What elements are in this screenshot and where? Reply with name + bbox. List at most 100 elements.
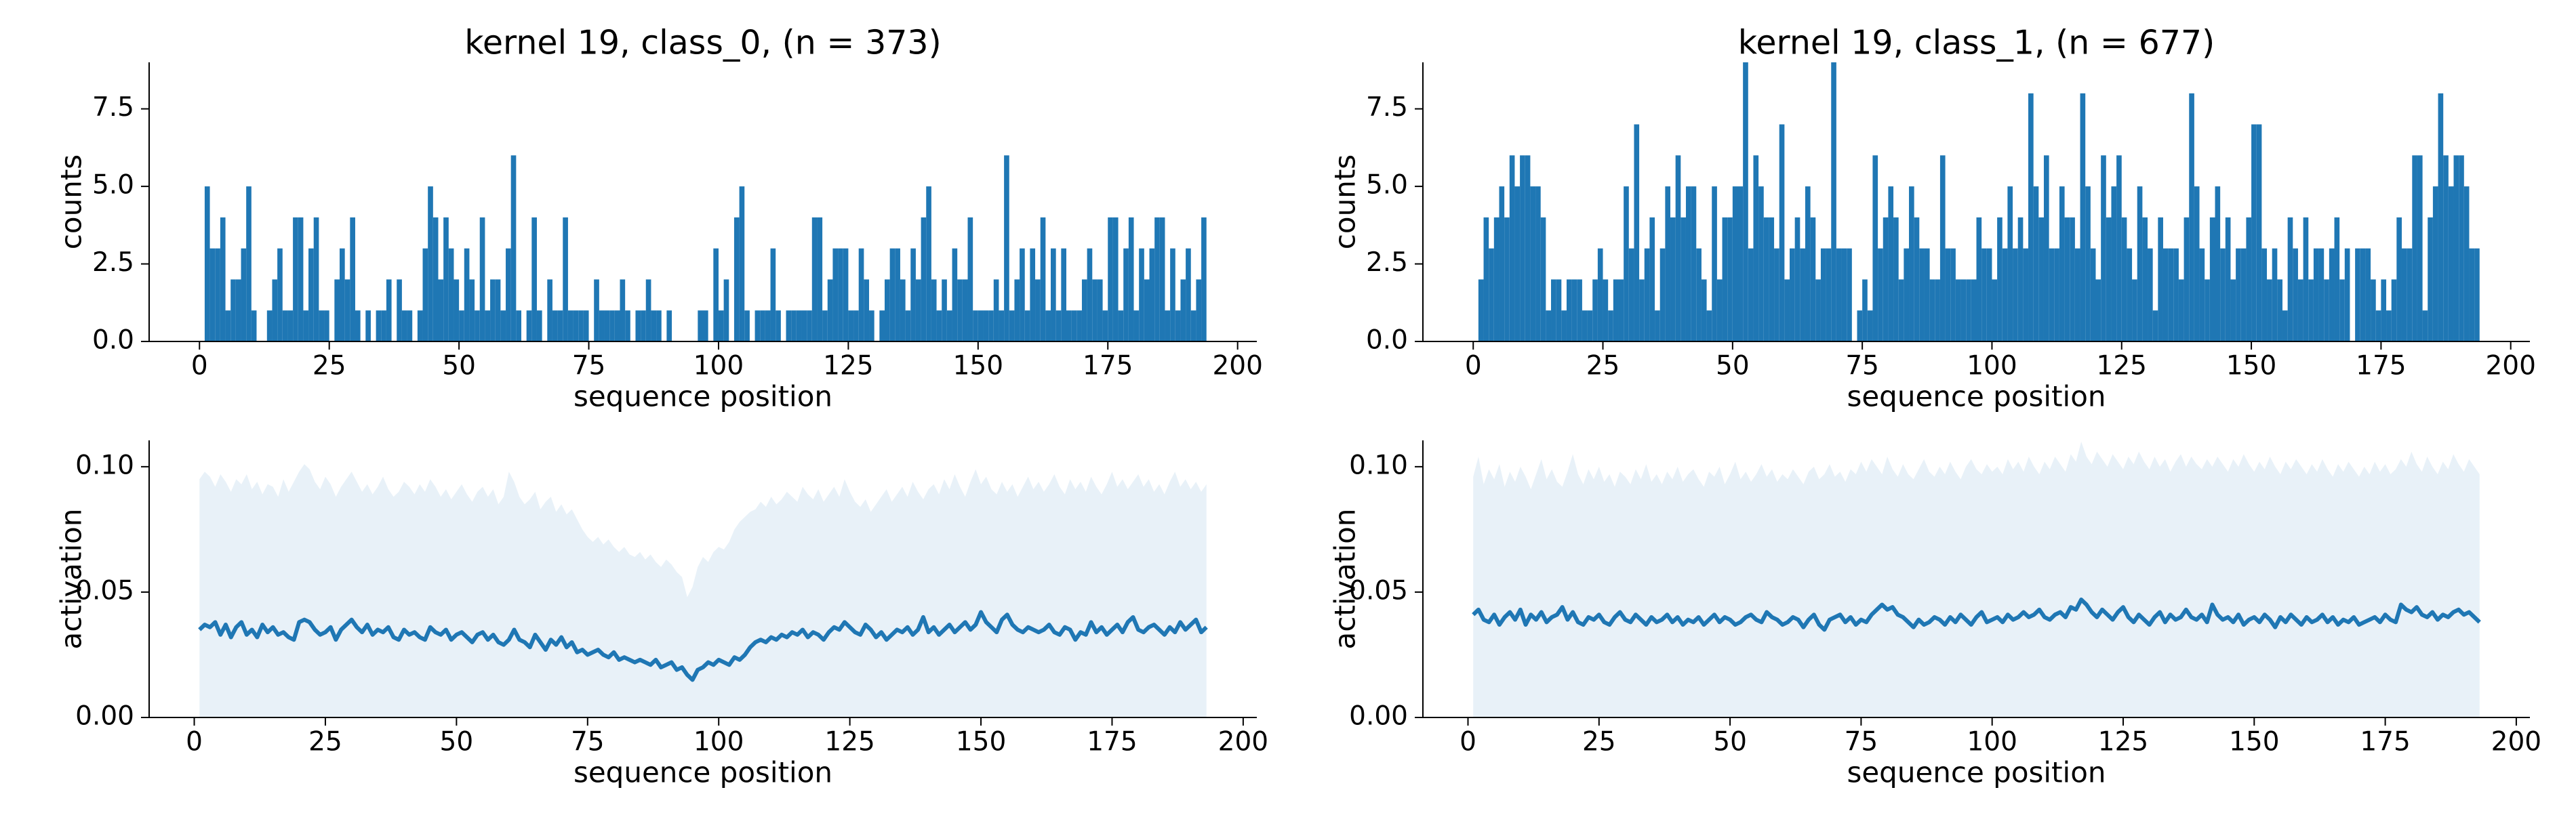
x-axis-label: sequence position xyxy=(573,380,832,413)
histogram-bar xyxy=(1535,186,1541,341)
histogram-bar xyxy=(889,248,895,341)
histogram-bar xyxy=(765,310,771,341)
histogram-bar xyxy=(1055,310,1062,341)
histogram-bar xyxy=(1102,310,1108,341)
histogram-bar xyxy=(1175,310,1181,341)
histogram-bar xyxy=(1133,310,1140,341)
x-tick-label: 150 xyxy=(2229,727,2279,757)
y-tick-label: 5.0 xyxy=(92,170,134,201)
x-tick-label: 50 xyxy=(1713,727,1747,757)
x-tick-label: 0 xyxy=(186,727,203,757)
histogram-bar xyxy=(1883,217,1889,341)
histogram-bar xyxy=(573,310,579,341)
histogram-bar xyxy=(1701,279,1707,341)
histogram-bar xyxy=(2106,217,2112,341)
histogram-bar xyxy=(1571,279,1577,341)
histogram-bar xyxy=(220,217,226,341)
histogram-bar xyxy=(1872,155,1878,342)
histogram-bar xyxy=(479,217,485,341)
histogram-bar xyxy=(1716,279,1723,341)
histogram-bar xyxy=(215,248,220,341)
histogram-bar xyxy=(1624,186,1629,341)
histogram-bar xyxy=(807,310,812,341)
histogram-bar xyxy=(1862,279,1868,341)
histogram-bar xyxy=(1556,279,1562,341)
histogram-bar xyxy=(1665,186,1671,341)
histogram-bar xyxy=(2002,248,2008,341)
histogram-bar xyxy=(454,279,460,341)
histogram-bar xyxy=(1784,279,1790,341)
histogram-bar xyxy=(241,248,247,341)
histogram-bar xyxy=(952,248,958,341)
histogram-bar xyxy=(2064,217,2070,341)
activation-line xyxy=(198,610,1208,682)
histogram-bar xyxy=(1758,186,1764,341)
histogram-bar xyxy=(796,310,802,341)
histogram-bar xyxy=(967,217,973,341)
histogram-bar xyxy=(1561,310,1567,341)
histogram-bar xyxy=(417,310,423,341)
histogram-bar xyxy=(1815,279,1821,341)
histogram-bar xyxy=(1929,279,1935,341)
histogram-bar xyxy=(1499,186,1505,341)
x-tick-label: 0 xyxy=(1465,351,1482,381)
histogram-bar xyxy=(905,310,911,341)
histogram-bar xyxy=(1123,248,1129,341)
histogram-bar xyxy=(516,310,522,341)
histogram-bar xyxy=(1159,217,1165,341)
histogram-bar xyxy=(1180,279,1186,341)
y-tick-label: 5.0 xyxy=(1366,170,1408,201)
histogram-bar xyxy=(811,217,818,341)
histogram-bar xyxy=(1649,217,1655,341)
x-tick-label: 50 xyxy=(1716,351,1750,381)
x-tick-label: 100 xyxy=(1967,727,2017,757)
histogram-bar xyxy=(2194,186,2200,341)
x-tick-label: 175 xyxy=(1087,727,1137,757)
histogram-bar xyxy=(2417,155,2423,342)
histogram-bar xyxy=(1992,279,1998,341)
histogram-bar xyxy=(2178,279,2184,341)
histogram-bar xyxy=(2287,217,2293,341)
histogram-bar xyxy=(266,310,273,341)
histogram-bar xyxy=(754,310,761,341)
histogram-bar xyxy=(303,310,309,341)
histogram-bar xyxy=(308,248,314,341)
histogram-bar xyxy=(822,310,828,341)
x-tick-label: 0 xyxy=(191,351,208,381)
x-tick-label: 25 xyxy=(1582,727,1616,757)
histogram-bar xyxy=(1727,217,1733,341)
histogram-bar xyxy=(235,279,241,341)
histogram-bar xyxy=(448,248,454,341)
histogram-bar xyxy=(1919,248,1925,341)
histogram-bar xyxy=(2318,248,2325,341)
histogram-bar xyxy=(2267,279,2272,341)
histogram-bar xyxy=(2225,217,2231,341)
histogram-bar xyxy=(2074,248,2080,341)
histogram-bar xyxy=(376,310,382,341)
histogram-bar xyxy=(895,248,900,341)
histogram-bar xyxy=(2127,248,2133,341)
histogram-bar xyxy=(443,217,449,341)
histogram-bar xyxy=(1898,279,1904,341)
histogram-bar xyxy=(1582,310,1588,341)
histogram-bar xyxy=(401,310,407,341)
x-tick-label: 175 xyxy=(2360,727,2410,757)
histogram-bar xyxy=(2090,248,2096,341)
x-tick-label: 150 xyxy=(956,727,1006,757)
histogram-bar xyxy=(760,310,765,341)
histogram-bar xyxy=(1066,310,1072,341)
histogram-bar xyxy=(2168,248,2174,341)
histogram-bar xyxy=(884,279,890,341)
y-tick-label: 0.10 xyxy=(75,450,134,480)
histogram-bar xyxy=(459,310,464,341)
histogram-bar xyxy=(2386,310,2392,341)
histogram-bar xyxy=(298,217,304,341)
histogram-bar xyxy=(2256,124,2262,342)
histogram-bar xyxy=(2407,248,2413,341)
histogram-bar xyxy=(625,310,630,341)
histogram-bar xyxy=(1634,124,1640,342)
histogram-bar xyxy=(204,186,210,341)
histogram-bar xyxy=(2116,155,2122,342)
histogram-bar xyxy=(2080,93,2086,341)
